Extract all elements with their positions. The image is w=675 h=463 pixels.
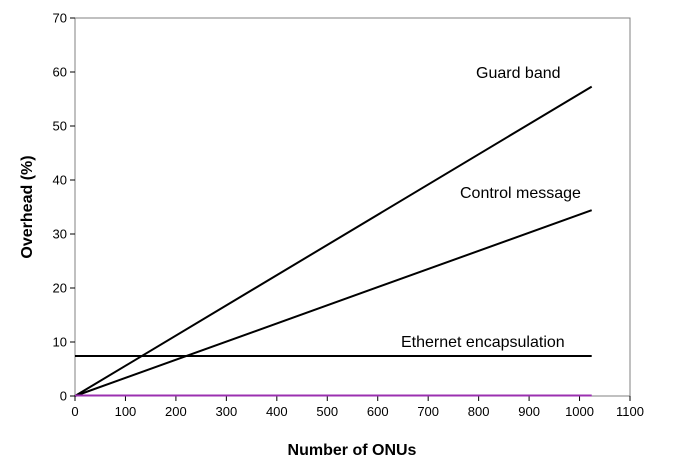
x-tick-label: 200 — [165, 404, 187, 419]
x-tick-label: 0 — [71, 404, 78, 419]
y-tick-label: 10 — [53, 335, 67, 350]
series-label-2: Control message — [460, 185, 581, 202]
x-tick-label: 100 — [115, 404, 137, 419]
y-tick-label: 30 — [53, 227, 67, 242]
series-line-1 — [74, 85, 593, 397]
x-tick-label: 500 — [316, 404, 338, 419]
x-axis-title: Number of ONUs — [288, 442, 417, 459]
x-tick-label: 1000 — [565, 404, 594, 419]
x-tick-label: 800 — [468, 404, 490, 419]
y-axis-title: Overhead (%) — [19, 155, 36, 258]
labels-layer: Guard band Control message Ethernet encaps… — [401, 65, 581, 351]
x-tick-label: 900 — [518, 404, 540, 419]
y-tick-label: 20 — [53, 281, 67, 296]
y-tick-label: 70 — [53, 11, 67, 26]
x-tick-label: 300 — [216, 404, 238, 419]
y-tick-label: 60 — [53, 65, 67, 80]
x-tick-label: 400 — [266, 404, 288, 419]
series-line-2 — [74, 209, 593, 397]
series-layer — [74, 85, 593, 397]
series-label-1: Guard band — [476, 65, 561, 82]
plot-area-frame — [74, 17, 631, 397]
x-tick-label: 600 — [367, 404, 389, 419]
y-tick-label: 0 — [60, 389, 67, 404]
x-tick-label: 1100 — [616, 404, 644, 419]
series-label-3: Ethernet encapsulation — [401, 334, 565, 351]
y-tick-label: 50 — [53, 119, 67, 134]
x-tick-label: 700 — [417, 404, 439, 419]
y-tick-label: 40 — [53, 173, 67, 188]
